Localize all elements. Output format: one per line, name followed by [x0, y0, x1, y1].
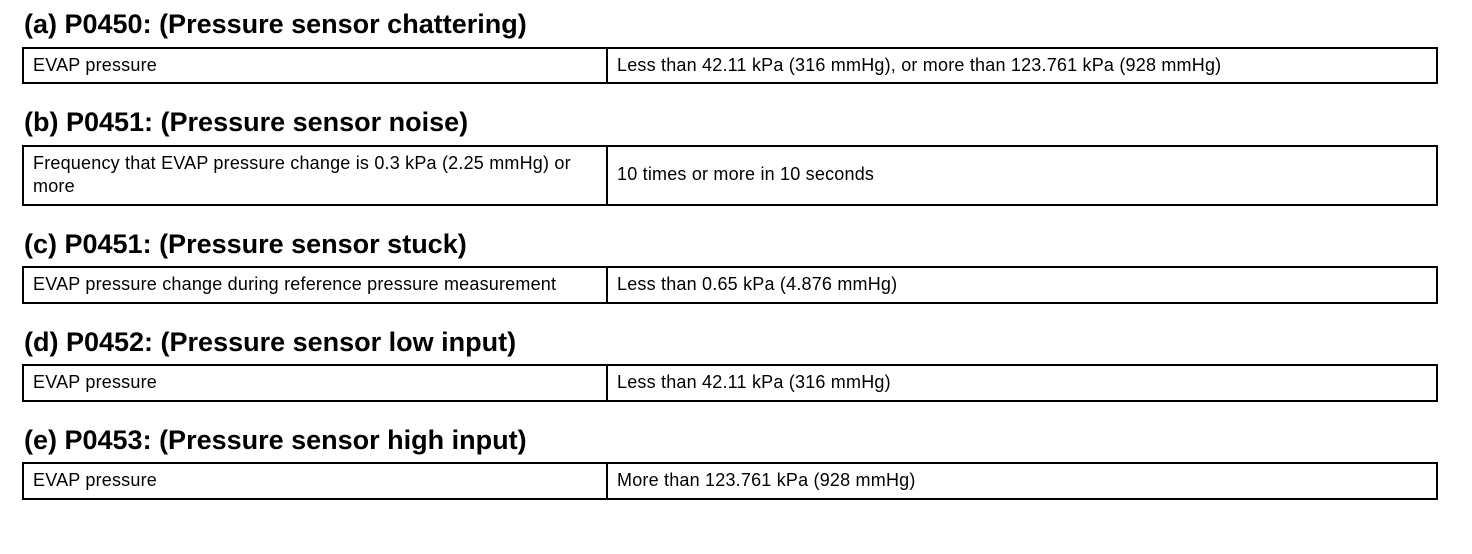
spec-condition-cell: More than 123.761 kPa (928 mmHg)	[606, 462, 1438, 500]
section-heading: (d) P0452: (Pressure sensor low input)	[24, 326, 517, 357]
dtc-section-c: (c) P0451: (Pressure sensor stuck) EVAP …	[22, 228, 1438, 304]
table-row: EVAP pressure More than 123.761 kPa (928…	[22, 462, 1438, 500]
spec-item-cell: EVAP pressure	[22, 462, 608, 500]
section-heading: (e) P0453: (Pressure sensor high input)	[24, 424, 527, 455]
table-row: EVAP pressure Less than 42.11 kPa (316 m…	[22, 364, 1438, 402]
spec-item-cell: EVAP pressure	[22, 46, 608, 85]
spec-condition-cell: 10 times or more in 10 seconds	[606, 144, 1438, 206]
section-heading: (b) P0451: (Pressure sensor noise)	[24, 107, 469, 138]
table-row: EVAP pressure change during reference pr…	[22, 266, 1438, 304]
spec-condition-cell: Less than 42.11 kPa (316 mmHg)	[606, 364, 1438, 402]
spec-table: Frequency that EVAP pressure change is 0…	[22, 144, 1438, 206]
dtc-section-e: (e) P0453: (Pressure sensor high input) …	[22, 424, 1438, 500]
spec-item-cell: Frequency that EVAP pressure change is 0…	[22, 144, 608, 206]
dtc-section-d: (d) P0452: (Pressure sensor low input) E…	[22, 326, 1438, 402]
spec-table: EVAP pressure change during reference pr…	[22, 266, 1438, 304]
section-heading: (c) P0451: (Pressure sensor stuck)	[24, 228, 467, 259]
spec-table: EVAP pressure More than 123.761 kPa (928…	[22, 462, 1438, 500]
table-row: Frequency that EVAP pressure change is 0…	[22, 144, 1438, 206]
section-heading: (a) P0450: (Pressure sensor chattering)	[24, 9, 527, 39]
spec-table: EVAP pressure Less than 42.11 kPa (316 m…	[22, 364, 1438, 402]
spec-item-cell: EVAP pressure change during reference pr…	[22, 266, 608, 304]
spec-item-cell: EVAP pressure	[22, 364, 608, 402]
table-row: EVAP pressure Less than 42.11 kPa (316 m…	[22, 46, 1438, 85]
dtc-section-b: (b) P0451: (Pressure sensor noise) Frequ…	[22, 107, 1438, 206]
spec-condition-cell: Less than 42.11 kPa (316 mmHg), or more …	[606, 46, 1438, 85]
spec-table: EVAP pressure Less than 42.11 kPa (316 m…	[22, 46, 1438, 85]
dtc-section-a: (a) P0450: (Pressure sensor chattering) …	[22, 9, 1438, 85]
spec-condition-cell: Less than 0.65 kPa (4.876 mmHg)	[606, 266, 1438, 304]
